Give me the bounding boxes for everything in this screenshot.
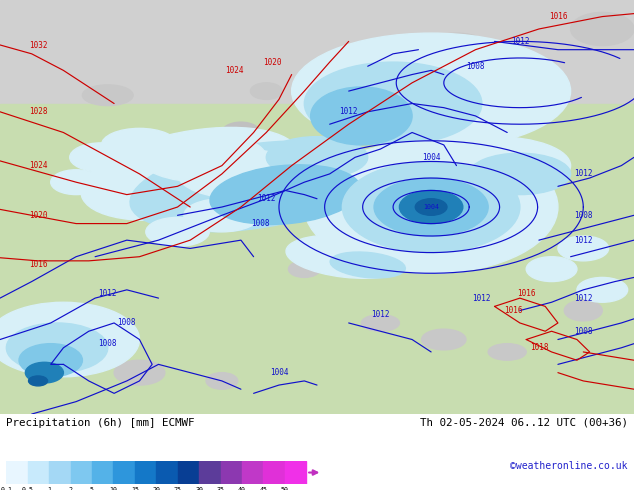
Ellipse shape	[418, 137, 571, 195]
Ellipse shape	[577, 277, 628, 302]
Ellipse shape	[311, 87, 412, 145]
Ellipse shape	[342, 162, 520, 252]
Ellipse shape	[0, 302, 139, 377]
Text: 1008: 1008	[466, 62, 485, 71]
Text: 1008: 1008	[98, 339, 117, 348]
Text: 1024: 1024	[225, 66, 244, 75]
Text: 1004: 1004	[422, 153, 441, 162]
Ellipse shape	[374, 178, 488, 236]
Text: 1008: 1008	[250, 219, 269, 228]
Ellipse shape	[422, 329, 466, 350]
Ellipse shape	[6, 323, 108, 372]
Ellipse shape	[292, 33, 571, 149]
Ellipse shape	[222, 122, 260, 143]
Ellipse shape	[533, 261, 571, 277]
Text: 1020: 1020	[29, 211, 48, 220]
Bar	[0, 103, 634, 414]
Ellipse shape	[19, 343, 82, 377]
Ellipse shape	[152, 172, 190, 193]
Text: ©weatheronline.co.uk: ©weatheronline.co.uk	[510, 461, 628, 471]
Text: 1012: 1012	[510, 37, 529, 46]
Text: 1012: 1012	[574, 170, 593, 178]
Ellipse shape	[418, 33, 495, 74]
Ellipse shape	[317, 234, 342, 246]
Ellipse shape	[558, 236, 609, 261]
Ellipse shape	[361, 315, 399, 331]
Text: 1016: 1016	[548, 12, 567, 21]
Ellipse shape	[571, 12, 634, 46]
Text: Precipitation (6h) [mm] ECMWF: Precipitation (6h) [mm] ECMWF	[6, 418, 195, 428]
Text: 1012: 1012	[574, 294, 593, 303]
Text: 1012: 1012	[98, 290, 117, 298]
Ellipse shape	[415, 199, 447, 215]
Text: 1008: 1008	[574, 211, 593, 220]
Text: 1032: 1032	[29, 41, 48, 50]
Ellipse shape	[81, 127, 300, 220]
Ellipse shape	[25, 362, 63, 383]
Ellipse shape	[184, 199, 260, 232]
Text: 1016: 1016	[504, 306, 523, 315]
Text: 1012: 1012	[371, 310, 390, 319]
Text: 1020: 1020	[263, 58, 282, 67]
Ellipse shape	[70, 143, 133, 172]
Ellipse shape	[130, 141, 377, 232]
Text: 1016: 1016	[29, 261, 48, 270]
Ellipse shape	[266, 137, 368, 178]
Ellipse shape	[399, 191, 463, 223]
Text: 1024: 1024	[29, 161, 48, 170]
Text: 1008: 1008	[574, 327, 593, 336]
Ellipse shape	[469, 153, 571, 195]
Ellipse shape	[330, 252, 405, 278]
Ellipse shape	[304, 62, 482, 145]
Ellipse shape	[51, 170, 101, 195]
Ellipse shape	[29, 376, 48, 386]
Text: 1028: 1028	[29, 107, 48, 116]
Text: 1004: 1004	[269, 368, 288, 377]
Ellipse shape	[564, 300, 602, 321]
Text: 1012: 1012	[574, 236, 593, 245]
Ellipse shape	[526, 257, 577, 282]
Ellipse shape	[488, 343, 526, 360]
Text: 1018: 1018	[529, 343, 548, 352]
Ellipse shape	[178, 149, 304, 199]
Ellipse shape	[304, 141, 558, 273]
Text: 1016: 1016	[517, 290, 536, 298]
Text: 1004: 1004	[423, 204, 439, 210]
Text: 1012: 1012	[339, 107, 358, 116]
Ellipse shape	[288, 261, 320, 277]
Ellipse shape	[286, 235, 411, 278]
Ellipse shape	[206, 372, 238, 389]
Bar	[0, 0, 634, 116]
Ellipse shape	[114, 360, 165, 385]
Text: Th 02-05-2024 06..12 UTC (00+36): Th 02-05-2024 06..12 UTC (00+36)	[420, 418, 628, 428]
Ellipse shape	[250, 83, 282, 99]
Text: 1012: 1012	[257, 194, 276, 203]
Ellipse shape	[210, 165, 361, 224]
Ellipse shape	[146, 218, 209, 246]
Ellipse shape	[139, 132, 266, 182]
Ellipse shape	[82, 85, 133, 105]
Text: 1008: 1008	[117, 318, 136, 327]
Ellipse shape	[101, 128, 178, 162]
Text: 1012: 1012	[472, 294, 491, 303]
